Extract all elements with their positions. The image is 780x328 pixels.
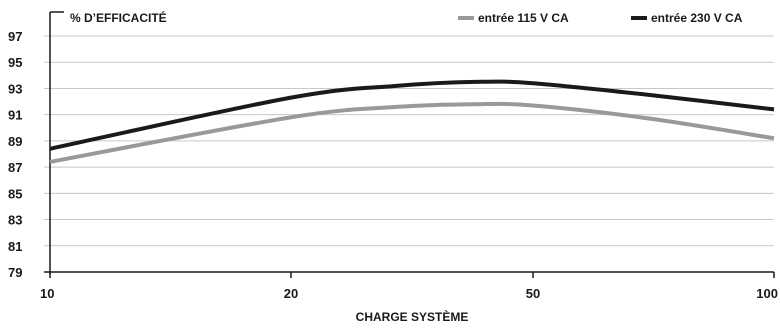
axes	[44, 11, 775, 278]
x-tick-labels: 10 20 50 100	[40, 286, 778, 301]
y-tick-label: 97	[8, 29, 22, 44]
legend-label-230v: entrée 230 V CA	[651, 11, 743, 25]
x-axis-title: CHARGE SYSTÈME	[356, 309, 469, 324]
series-lines	[49, 79, 775, 164]
legend: entrée 115 V CA entrée 230 V CA	[458, 11, 743, 25]
y-tick-labels: 79 81 83 85 87 89 91 93 95 97	[8, 29, 22, 280]
y-tick-label: 83	[8, 213, 22, 228]
y-tick-label: 91	[8, 108, 22, 123]
series-line-230v	[49, 79, 775, 151]
x-tick-label: 100	[756, 286, 778, 301]
gridlines	[44, 35, 774, 273]
x-tick-label: 10	[40, 286, 54, 301]
y-tick-label: 93	[8, 81, 22, 96]
y-tick-label: 85	[8, 186, 22, 201]
legend-label-115v: entrée 115 V CA	[478, 11, 569, 25]
y-axis-title: % D’EFFICACITÉ	[70, 10, 167, 25]
y-tick-label: 89	[8, 134, 22, 149]
x-tick-label: 20	[284, 286, 298, 301]
series-line-115v	[49, 101, 775, 164]
y-tick-label: 79	[8, 265, 22, 280]
y-tick-label: 95	[8, 55, 22, 70]
x-tick-label: 50	[526, 286, 540, 301]
y-tick-label: 81	[8, 239, 22, 254]
y-tick-label: 87	[8, 160, 22, 175]
